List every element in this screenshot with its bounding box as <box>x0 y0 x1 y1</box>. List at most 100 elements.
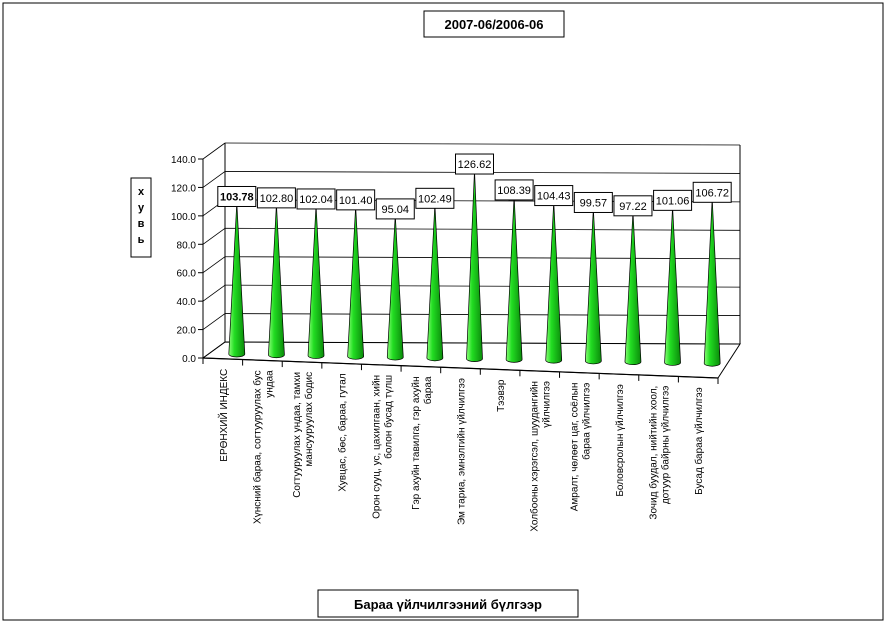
y-axis-title-box <box>130 177 152 258</box>
data-label-box <box>653 189 693 211</box>
x-tick-label: Гэр ахуйн тавилга, гэр ахуйн бараа <box>411 376 434 510</box>
y-axis-title-letter: у <box>138 202 145 214</box>
data-label: 102.04 <box>299 194 333 206</box>
x-tick-label: ЕРӨНХИЙ ИНДЕКС <box>217 369 230 462</box>
data-label-box <box>375 198 415 220</box>
cone <box>545 201 563 364</box>
cone <box>664 206 681 366</box>
x-tick-label-line: ундаа <box>264 370 275 398</box>
gridline-side <box>202 256 226 274</box>
x-tick-label-line: Амралт, чөлөөт цаг, соёлын <box>569 383 580 512</box>
data-label: 97.22 <box>619 201 647 213</box>
x-tick-label: Эм тариа, эмнэлгийн үйлчилгээ <box>457 378 468 525</box>
y-tick-label: 20.0 <box>177 326 197 337</box>
x-tick-label: Амралт, чөлөөт цаг, соёлын бараа үйлчилгэ… <box>569 383 592 512</box>
x-tick-label-line: Хүнсний бараа, согтууруулах бус <box>251 370 263 524</box>
x-tick-label-line: бараа үйлчилгээ <box>580 383 592 460</box>
x-tick-label: Тээвэр <box>496 379 507 412</box>
data-label-box <box>494 179 534 201</box>
data-label: 108.39 <box>497 185 531 197</box>
x-tick-label: Боловсролын үйлчилгээ <box>615 384 626 497</box>
cone <box>584 208 602 365</box>
y-tick-label: 80.0 <box>177 240 197 251</box>
x-tick-label-line: Орон сууц, ус, цахилгаан, хийн <box>371 375 382 519</box>
data-label-box <box>573 191 613 213</box>
data-label-box <box>692 181 732 203</box>
data-label-box <box>613 195 653 217</box>
gridline-side <box>202 284 226 302</box>
y-axis-title-letter: х <box>138 186 145 198</box>
x-axis-line <box>202 357 719 379</box>
x-tick-label-line: Гэр ахуйн тавилга, гэр ахуйн <box>411 376 422 509</box>
x-tick-label-line: үйлчилгээ <box>542 381 553 428</box>
data-label: 102.49 <box>418 193 452 205</box>
x-tick-label: Бусад бараа үйлчилгээ <box>693 387 705 495</box>
x-tick-label: Хүнсний бараа, согтууруулах бус ундаа <box>251 370 275 524</box>
data-label: 103.78 <box>220 191 254 203</box>
x-axis-title-box <box>317 589 579 618</box>
title-box <box>423 10 565 38</box>
gridline <box>224 227 741 231</box>
y-tick-label: 100.0 <box>171 212 196 223</box>
x-tick-label: Согтууруулах ундаа, тамхи мансууруулах бо… <box>292 372 315 498</box>
gridline-side <box>202 313 226 330</box>
gridline <box>224 284 741 288</box>
x-tick-label-line: Холбооны хэрэгсэл, шуудангийн <box>529 381 541 532</box>
gridline-side <box>202 142 226 160</box>
gridline-side <box>202 227 226 245</box>
x-tick-label-line: Тээвэр <box>496 379 507 412</box>
y-tick-label: 120.0 <box>171 183 196 194</box>
x-tick-label-line: болон бусад түлш <box>382 375 394 459</box>
x-tick-label: Орон сууц, ус, цахилгаан, хийн болон буса… <box>371 375 394 519</box>
x-tick-label-line: Бусад бараа үйлчилгээ <box>693 387 705 495</box>
cone <box>466 170 483 362</box>
x-tick-label: Зочид буудал, нийтийн хоол, дотуур байрны… <box>648 386 672 520</box>
gridline-side <box>202 171 226 188</box>
x-tick-label-line: бараа <box>422 376 434 404</box>
cone <box>505 195 523 363</box>
cone <box>347 205 365 360</box>
x-tick-label-line: Эм тариа, эмнэлгийн үйлчилгээ <box>457 378 468 525</box>
x-tick-label-line: Хувцас, бөс, бараа, гутал <box>337 373 349 491</box>
data-label: 99.57 <box>580 197 608 209</box>
y-tick-label: 140.0 <box>171 155 196 166</box>
gridline <box>224 256 741 260</box>
data-label-box <box>534 185 574 207</box>
data-label-box <box>217 185 257 207</box>
y-tick-label: 0.0 <box>182 354 196 365</box>
data-label: 101.40 <box>339 195 373 207</box>
x-tick-label: Холбооны хэрэгсэл, шуудангийн үйлчилгээ <box>529 381 553 532</box>
y-axis-title-letter: в <box>138 218 145 230</box>
x-tick-label-line: дотуур байрны үйлчилгээ <box>660 386 672 504</box>
x-tick-label-line: ЕРӨНХИЙ ИНДЕКС <box>217 369 230 462</box>
x-tick-label-line: мансууруулах бодис <box>303 372 315 467</box>
y-axis-title-letter: ь <box>138 234 145 246</box>
x-tick-label-line: Согтууруулах ундаа, тамхи <box>292 372 303 498</box>
cone <box>624 211 642 366</box>
cone <box>228 202 246 358</box>
chart-title: 2007-06/2006-06 <box>444 17 543 32</box>
data-label: 95.04 <box>382 204 410 216</box>
data-label: 104.43 <box>537 191 571 203</box>
x-tick-label: Хувцас, бөс, бараа, гутал <box>337 373 349 491</box>
data-label-box <box>336 189 376 211</box>
data-label: 106.72 <box>695 187 729 199</box>
cone <box>426 204 444 362</box>
data-label-box <box>256 187 296 209</box>
gridline <box>224 313 741 316</box>
x-tick-label-line: Боловсролын үйлчилгээ <box>615 384 626 497</box>
cone <box>386 214 404 361</box>
cone <box>268 203 285 359</box>
y-tick-label: 40.0 <box>177 297 197 308</box>
cone <box>307 204 325 359</box>
data-label: 102.80 <box>260 193 294 205</box>
data-label: 101.06 <box>656 195 690 207</box>
data-label-box <box>415 187 455 209</box>
data-label: 126.62 <box>458 159 492 171</box>
x-tick-label-line: Зочид буудал, нийтийн хоол, <box>648 386 660 520</box>
data-label-box <box>296 188 336 210</box>
